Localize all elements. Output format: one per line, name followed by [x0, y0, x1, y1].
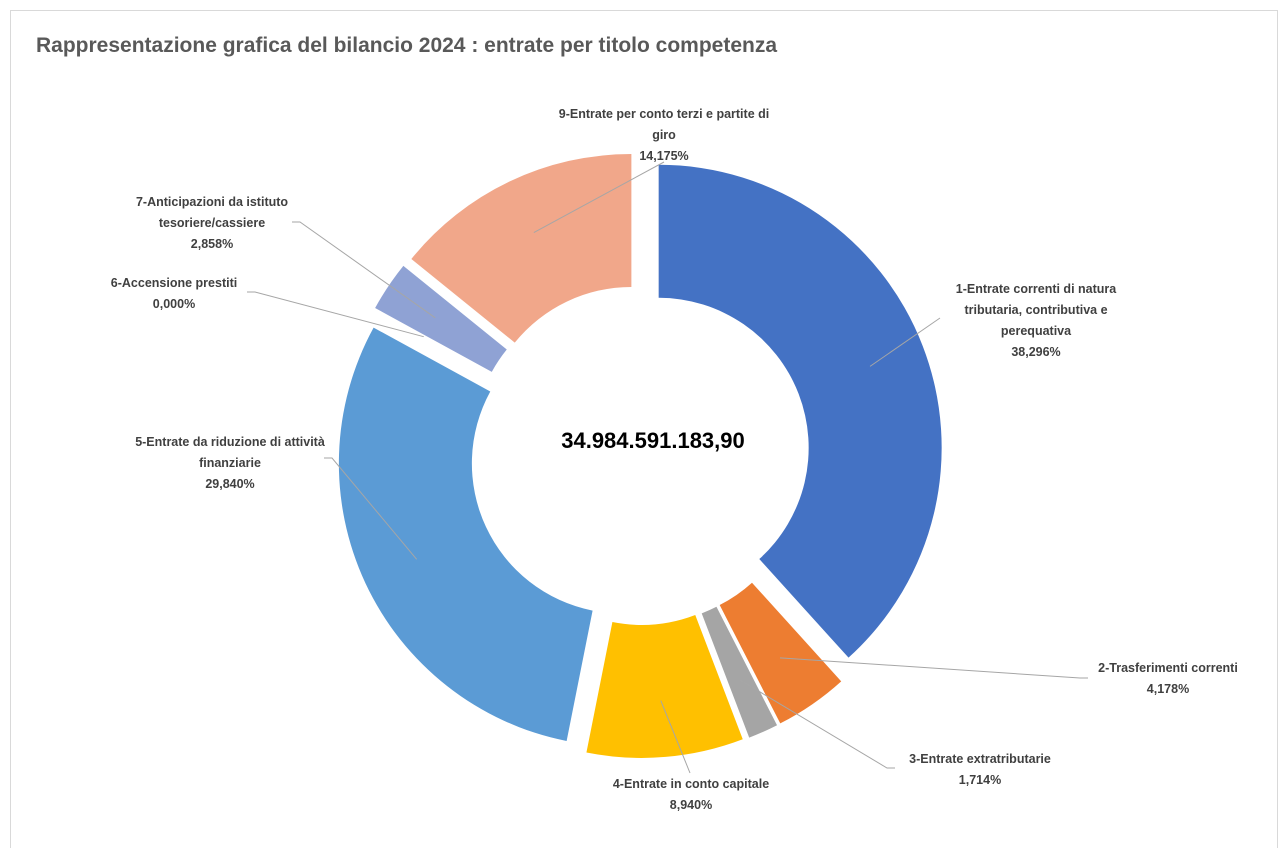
data-label-3: 3-Entrate extratributarie 1,714%: [909, 752, 1051, 787]
data-label-8: 9-Entrate per conto terzi e partite di gi…: [559, 107, 769, 163]
data-label-4: 4-Entrate in conto capitale 8,940%: [613, 777, 769, 812]
leader-line-4: [660, 700, 691, 774]
center-total-label: 34.984.591.183,90: [561, 428, 745, 453]
slice-4: [586, 615, 743, 758]
data-label-6: 6-Accensione prestiti 0,000%: [111, 276, 237, 311]
data-labels: 1-Entrate correnti di natura tributaria, …: [111, 107, 1238, 812]
leader-line-5: [324, 457, 418, 560]
slice-3: [701, 606, 778, 738]
chart-title: Rappresentazione grafica del bilancio 20…: [36, 34, 778, 57]
data-label-2: 2-Trasferimenti correnti 4,178%: [1098, 661, 1238, 696]
leader-line-7: [292, 221, 436, 319]
data-label-5: 5-Entrate da riduzione di attività finanz…: [135, 435, 325, 491]
slice-2: [719, 582, 842, 724]
leader-line-1: [869, 317, 941, 367]
leader-line-2: [779, 657, 1088, 679]
leader-lines: [247, 161, 1088, 774]
leader-line-8: [533, 161, 665, 233]
data-label-7: 7-Anticipazioni da istituto tesoriere/cas…: [136, 195, 288, 251]
slice-8: [411, 153, 632, 343]
slice-1: [658, 164, 942, 658]
slice-5: [338, 327, 593, 742]
slice-7: [375, 265, 507, 372]
leader-line-3: [740, 679, 895, 769]
data-label-1: 1-Entrate correnti di natura tributaria, …: [956, 282, 1117, 359]
donut-slices: [338, 153, 942, 758]
leader-line-6: [247, 291, 424, 338]
